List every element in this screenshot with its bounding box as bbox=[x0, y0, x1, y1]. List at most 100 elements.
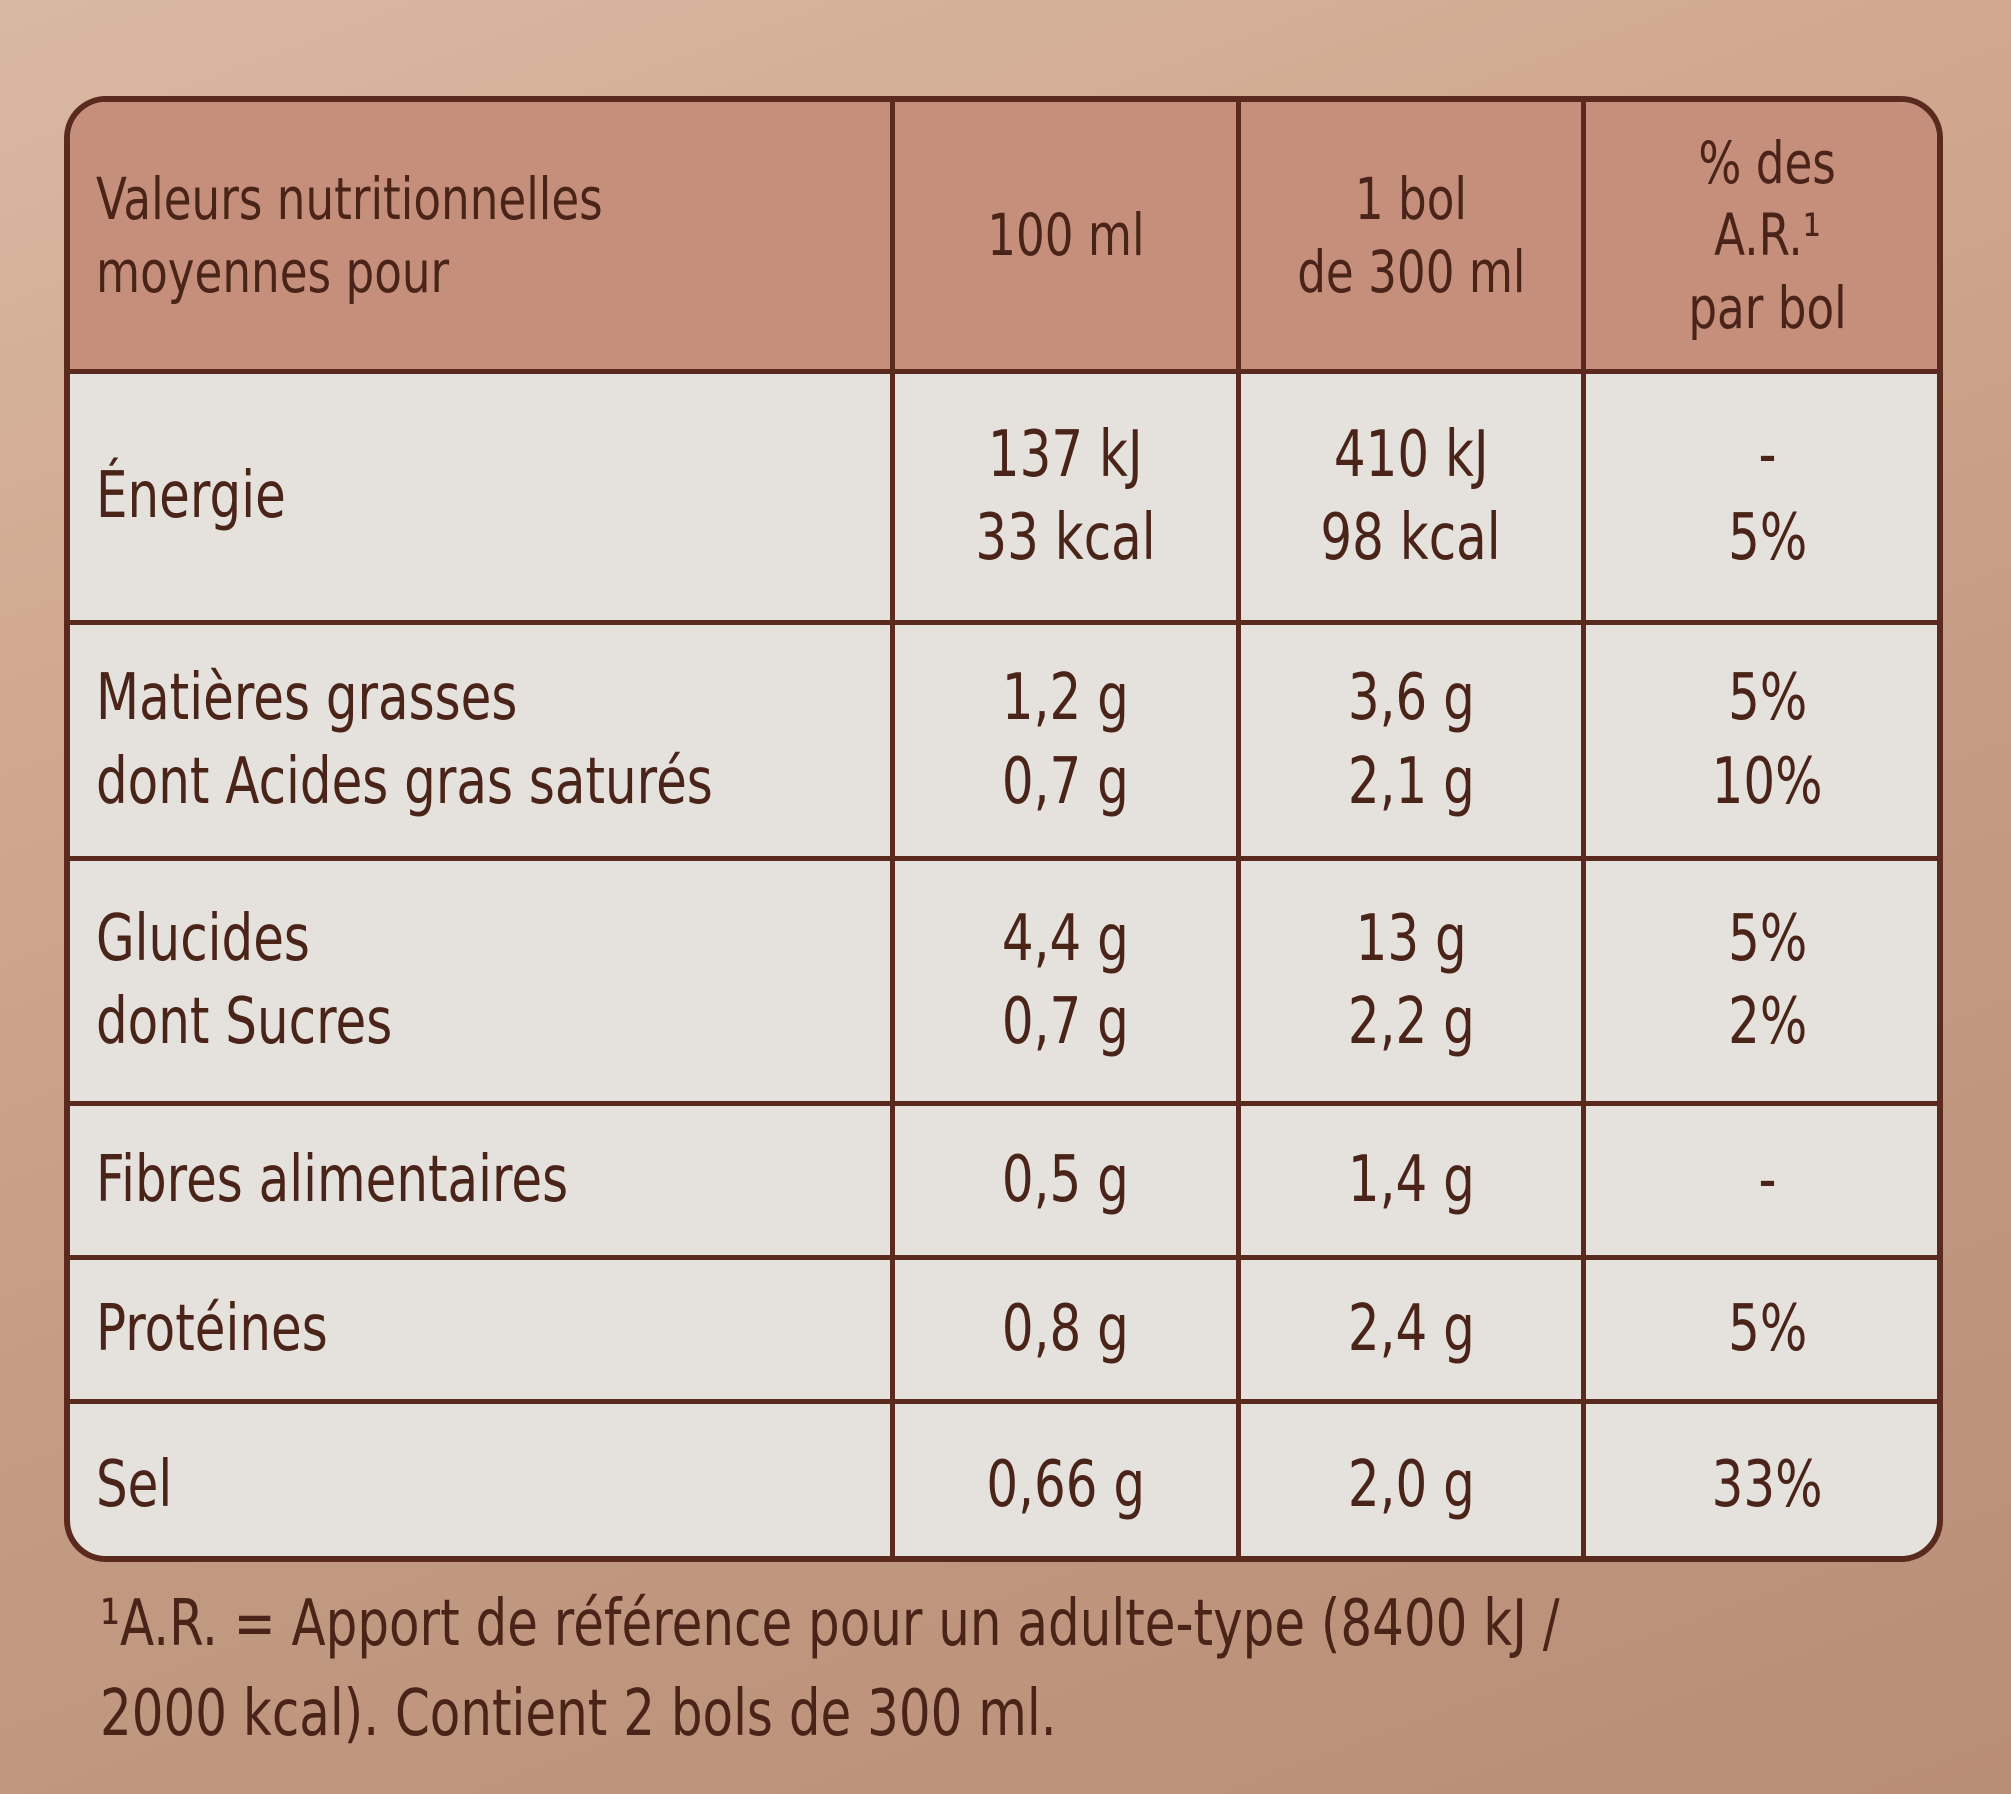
cell-text: A.R.¹ bbox=[1714, 201, 1821, 270]
table-cell: 0,5 g bbox=[895, 1106, 1241, 1260]
table-cell: 1,4 g bbox=[1241, 1106, 1586, 1260]
cell-text: 0,66 g bbox=[986, 1448, 1145, 1523]
header-cell: 100 ml bbox=[895, 102, 1241, 374]
cell-line-wrap: % des bbox=[1679, 127, 1855, 200]
table-cell: - 5% bbox=[1586, 374, 1937, 625]
table-cell: Énergie bbox=[70, 374, 895, 625]
cell-text: 1 bol bbox=[1354, 165, 1468, 233]
table-cell: 5% bbox=[1586, 1260, 1937, 1404]
cell-text: 0,5 g bbox=[1002, 1142, 1129, 1217]
cell-text: Protéines bbox=[96, 1291, 328, 1366]
cell-line-wrap: 0,7 g bbox=[984, 741, 1147, 824]
cell-text: 10% bbox=[1712, 744, 1823, 819]
cell-line-wrap: 33% bbox=[1696, 1444, 1838, 1527]
cell-line-wrap: 1,2 g bbox=[984, 657, 1147, 740]
table-cell: 2,4 g bbox=[1241, 1260, 1586, 1404]
cell-text: 0,8 g bbox=[1002, 1291, 1129, 1366]
cell-text: Énergie bbox=[96, 459, 286, 534]
cell-text: Matières grasses bbox=[96, 661, 518, 736]
table-cell: 1,2 g 0,7 g bbox=[895, 625, 1241, 861]
cell-text: Sel bbox=[96, 1448, 173, 1523]
cell-text: 1,4 g bbox=[1347, 1142, 1475, 1217]
cell-text: 98 kcal bbox=[1320, 501, 1502, 575]
cell-text: 100 ml bbox=[986, 201, 1145, 270]
cell-line-wrap: 4,4 g bbox=[984, 898, 1147, 981]
cell-text: % des bbox=[1698, 128, 1837, 197]
cell-line-wrap: 1 bol bbox=[1339, 163, 1483, 236]
cell-line-wrap: 1,4 g bbox=[1330, 1139, 1493, 1222]
cell-line-wrap: 0,8 g bbox=[984, 1288, 1147, 1371]
cell-text: 137 kJ bbox=[988, 417, 1143, 492]
cell-line-wrap: 5% bbox=[1717, 1288, 1819, 1371]
table-cell: 13 g 2,2 g bbox=[1241, 861, 1586, 1106]
cell-text: 2% bbox=[1727, 985, 1808, 1059]
cell-line-wrap: 410 kJ bbox=[1312, 414, 1510, 497]
header-cell: 1 bol de 300 ml bbox=[1241, 102, 1586, 374]
table-cell: Glucides dont Sucres bbox=[70, 861, 895, 1106]
cell-text: 2,1 g bbox=[1347, 744, 1475, 819]
table-cell: Matières grasses dont Acides gras saturés bbox=[70, 625, 895, 861]
header-cell: Valeurs nutritionnelles moyennes pour bbox=[70, 102, 895, 374]
cell-text: 0,7 g bbox=[1002, 985, 1129, 1059]
cell-line-wrap: 2,0 g bbox=[1330, 1444, 1493, 1527]
table-cell: - bbox=[1586, 1106, 1937, 1260]
cell-line-wrap: 98 kcal bbox=[1295, 497, 1526, 580]
cell-text: 1,2 g bbox=[1002, 661, 1129, 736]
cell-text: Fibres alimentaires bbox=[96, 1142, 569, 1217]
cell-text: 4,4 g bbox=[1002, 901, 1129, 976]
cell-text: 5% bbox=[1727, 901, 1808, 976]
footnote-line: 2000 kcal). Contient 2 bols de 300 ml. bbox=[100, 1676, 1057, 1751]
cell-line-wrap: 0,7 g bbox=[984, 981, 1147, 1064]
cell-line-wrap: de 300 ml bbox=[1265, 236, 1558, 309]
cell-text: dont Acides gras saturés bbox=[96, 744, 713, 819]
cell-line-wrap: Matières grasses bbox=[96, 657, 636, 740]
table-cell: Fibres alimentaires bbox=[70, 1106, 895, 1260]
cell-text: - bbox=[1758, 1142, 1777, 1217]
cell-text: 0,7 g bbox=[1002, 744, 1129, 819]
table-cell: 33% bbox=[1586, 1404, 1937, 1556]
table-cell: 0,66 g bbox=[895, 1404, 1241, 1556]
cell-line-wrap: 5% bbox=[1717, 898, 1819, 981]
table-cell: 410 kJ 98 kcal bbox=[1241, 374, 1586, 625]
cell-line-wrap: 10% bbox=[1696, 741, 1838, 824]
cell-text: moyennes pour bbox=[96, 237, 450, 306]
cell-line-wrap: 13 g bbox=[1340, 898, 1482, 981]
cell-line-wrap: - bbox=[1756, 1139, 1779, 1222]
cell-text: 33% bbox=[1712, 1448, 1823, 1523]
cell-text: 5% bbox=[1727, 1291, 1808, 1366]
cell-line-wrap: 3,6 g bbox=[1330, 657, 1493, 740]
cell-line-wrap: dont Sucres bbox=[96, 981, 476, 1064]
cell-text: par bol bbox=[1688, 273, 1847, 342]
cell-line-wrap: Protéines bbox=[96, 1288, 393, 1371]
cell-line-wrap: 33 kcal bbox=[950, 497, 1181, 580]
cell-line-wrap: moyennes pour bbox=[96, 236, 549, 309]
table-cell: 5% 2% bbox=[1586, 861, 1937, 1106]
cell-text: 13 g bbox=[1355, 901, 1467, 976]
cell-line-wrap: Valeurs nutritionnelles bbox=[96, 163, 746, 236]
footnote: ¹A.R. = Apport de référence pour un adul… bbox=[100, 1580, 1971, 1759]
cell-line-wrap: 0,66 g bbox=[964, 1444, 1167, 1527]
table-cell: 5% 10% bbox=[1586, 625, 1937, 861]
cell-text: - bbox=[1758, 417, 1777, 492]
cell-text: 3,6 g bbox=[1347, 661, 1475, 736]
nutrition-table: Valeurs nutritionnelles moyennes pour 100 … bbox=[64, 96, 1943, 1562]
cell-text: de 300 ml bbox=[1296, 237, 1526, 306]
cell-line-wrap: dont Acides gras saturés bbox=[96, 741, 887, 824]
cell-line-wrap: 2% bbox=[1717, 981, 1819, 1064]
cell-text: 33 kcal bbox=[975, 501, 1156, 575]
cell-text: 5% bbox=[1727, 501, 1808, 575]
cell-line-wrap: par bol bbox=[1666, 272, 1869, 345]
table-cell: Protéines bbox=[70, 1260, 895, 1404]
cell-text: 2,2 g bbox=[1347, 985, 1475, 1059]
cell-text: 2,0 g bbox=[1347, 1448, 1475, 1523]
cell-line-wrap: 2,4 g bbox=[1330, 1288, 1493, 1371]
cell-line-wrap: Sel bbox=[96, 1444, 194, 1527]
cell-line-wrap: 2,2 g bbox=[1330, 981, 1493, 1064]
cell-line-wrap: Fibres alimentaires bbox=[96, 1139, 701, 1222]
cell-text: 2,4 g bbox=[1347, 1291, 1475, 1366]
cell-text: Glucides bbox=[96, 901, 310, 976]
table-cell: 137 kJ 33 kcal bbox=[895, 374, 1241, 625]
cell-text: Valeurs nutritionnelles bbox=[96, 165, 603, 233]
cell-line-wrap: Énergie bbox=[96, 455, 339, 538]
